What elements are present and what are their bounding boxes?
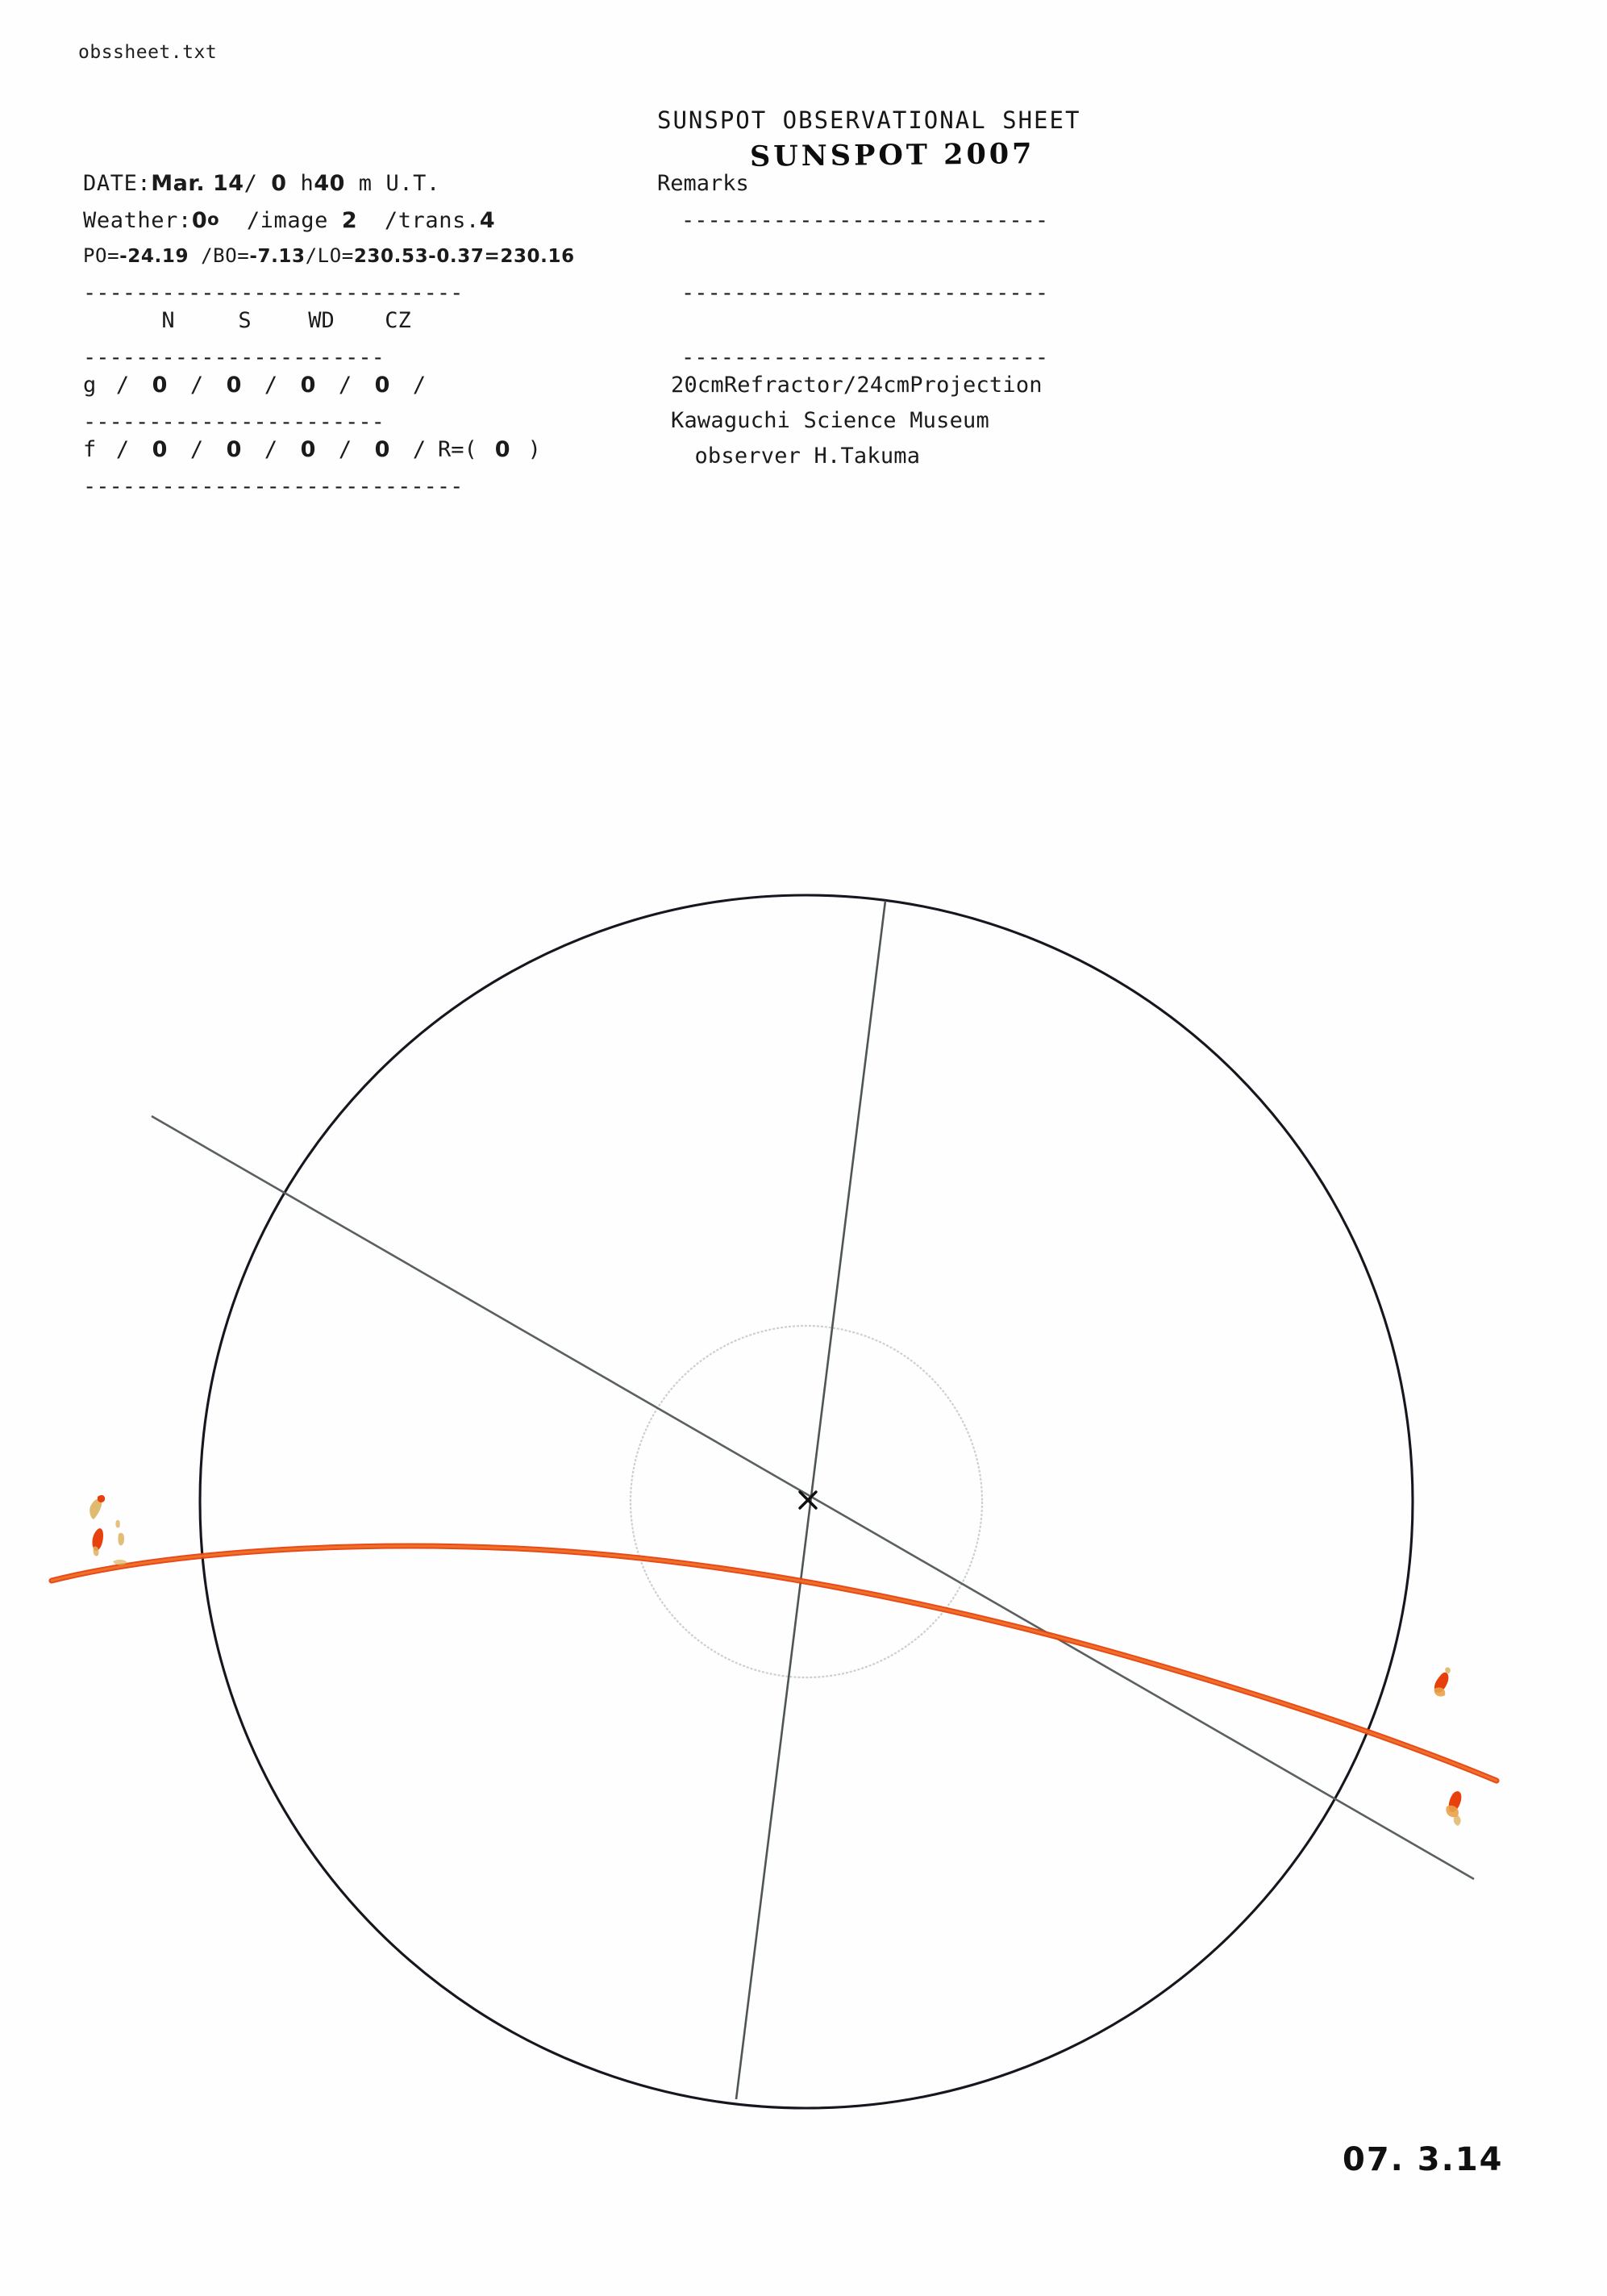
date-stamp-year: 07. (1343, 2141, 1405, 2178)
time-minute-unit: m (358, 171, 373, 196)
po-value: -24.19 (119, 246, 189, 267)
row-slash: / (412, 373, 427, 398)
cell-g-n: 0 (152, 373, 168, 398)
image-quality-label: /image (246, 208, 328, 233)
row-slash: / (189, 437, 204, 462)
solar-equator-curve (48, 1543, 1500, 1784)
cell-g-cz: 0 (374, 373, 390, 398)
relative-number-label: R=( (438, 437, 477, 462)
cell-g-wd: 0 (300, 373, 316, 398)
row-label-f: f (83, 437, 97, 462)
table-rule-bottom: ----------------------------- (83, 474, 464, 499)
row-slash: / (338, 373, 352, 398)
weather-value-suffix: o (207, 208, 220, 229)
relative-number-close: ) (527, 437, 541, 462)
date-label: DATE: (83, 171, 152, 196)
column-header-wd: WD (308, 308, 335, 333)
row-slash: / (115, 373, 130, 398)
row-slash: / (412, 437, 427, 462)
cell-f-cz: 0 (374, 437, 390, 462)
row-label-g: g (83, 373, 97, 398)
cell-f-n: 0 (152, 437, 168, 462)
latitude-reference-line (151, 1115, 1475, 1881)
cell-g-s: 0 (226, 373, 242, 398)
solar-coordinates-line: PO=-24.19 /BO=-7.13/LO=230.53-0.37=230.1… (83, 244, 575, 267)
time-hour-unit: h (300, 171, 314, 196)
date-stamp-month: 3. (1417, 2141, 1455, 2178)
table-row: f / 0 / 0 / 0 / 0 / R=( 0) (83, 437, 541, 462)
bo-value: -7.13 (249, 246, 306, 267)
weather-line: Weather:0o /image 2 /trans.4 (83, 208, 495, 233)
column-header-cz: CZ (385, 308, 411, 333)
spot-group-west-limb (90, 1494, 127, 1565)
page-title: SUNSPOT OBSERVATIONAL SHEET (657, 106, 1081, 134)
column-header-s: S (238, 308, 252, 333)
image-quality-value: 2 (341, 208, 358, 233)
solar-equator-curve-highlight (50, 1544, 1498, 1782)
date-value: Mar. 14 (151, 171, 244, 196)
transparency-label: /trans. (384, 208, 480, 233)
spot-group-east-upper (1434, 1667, 1451, 1697)
institution-line: Kawaguchi Science Museum (671, 408, 989, 433)
cell-f-wd: 0 (300, 437, 316, 462)
bo-label: /BO= (201, 244, 250, 267)
table-row: g / 0 / 0 / 0 / 0 / (83, 373, 431, 398)
column-header-n: N (161, 308, 175, 333)
date-stamp-day: 14 (1455, 2141, 1504, 2178)
file-caption: obssheet.txt (78, 42, 218, 63)
date-separator: / (244, 171, 258, 196)
equipment-line: 20cmRefractor/24cmProjection (671, 373, 1043, 398)
solar-disk-drawing (0, 613, 1607, 2296)
row-slash: / (338, 437, 352, 462)
weather-label: Weather: (83, 208, 192, 233)
solar-limb-circle (198, 894, 1414, 2110)
row-slash: / (264, 373, 278, 398)
lo-value: 230.53-0.37=230.16 (353, 246, 575, 267)
sunspot-year-stamp: SUNSPOT 2007 (749, 137, 1035, 173)
weather-value: 0 (191, 208, 208, 233)
row-slash: / (115, 437, 130, 462)
date-stamp: 07. 3.14 (1343, 2141, 1504, 2178)
relative-number-value: 0 (494, 437, 510, 462)
transparency-value: 4 (479, 208, 496, 233)
spot-group-east-lower (1446, 1791, 1462, 1826)
inner-reference-circle (629, 1324, 984, 1679)
remarks-rule-3: ---------------------------- (681, 345, 1049, 370)
table-rule-top: ----------------------------- (83, 281, 464, 306)
observer-line: observer H.Takuma (681, 444, 921, 469)
po-label: PO= (83, 244, 120, 267)
remarks-rule-2: ---------------------------- (681, 281, 1049, 306)
disk-center-cross-mark (798, 1490, 818, 1510)
table-header-row: N S WD CZ (83, 308, 436, 333)
remarks-rule-1: ---------------------------- (681, 208, 1049, 233)
date-line: DATE:Mar. 14/ 0 h40 m U.T. (83, 171, 440, 196)
cell-f-s: 0 (226, 437, 242, 462)
row-slash: / (189, 373, 204, 398)
time-hour-value: 0 (271, 171, 287, 196)
time-zone-label: U.T. (385, 171, 440, 196)
row-slash: / (264, 437, 278, 462)
rotation-axis-line (735, 900, 887, 2100)
lo-label: /LO= (305, 244, 354, 267)
table-rule-mid-2: ----------------------- (83, 410, 385, 435)
remarks-label: Remarks (657, 171, 749, 196)
time-minute-value: 40 (314, 171, 345, 196)
table-rule-mid-1: ----------------------- (83, 345, 385, 370)
